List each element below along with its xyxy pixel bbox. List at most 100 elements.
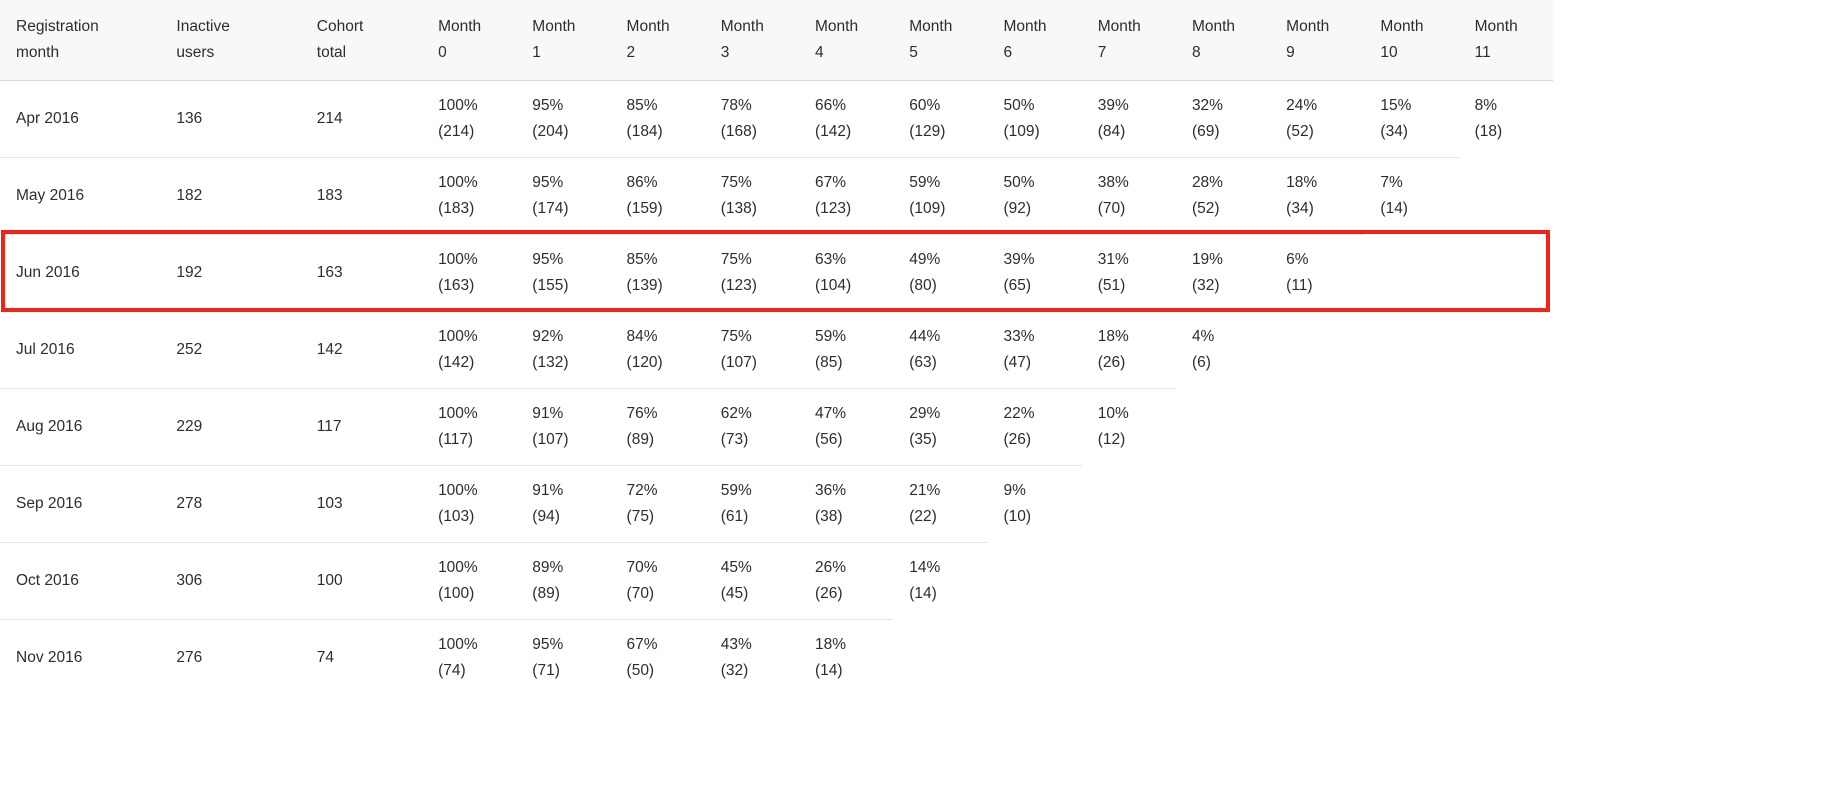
column-header-5: Month 2: [610, 0, 705, 81]
retention-count: (109): [1003, 123, 1040, 140]
table-row[interactable]: Aug 2016 229 117 100% (117) 91% (107) 76% (89) 62…: [0, 388, 1553, 466]
retention-cell-month-0: 100% (103): [422, 465, 517, 543]
table-row[interactable]: Nov 2016 276 74 100% (74) 95% (71) 67% (50) 43% (3…: [0, 619, 1553, 696]
retention-cell-month-2: 86% (159): [610, 157, 705, 235]
table-row[interactable]: Sep 2016 278 103 100% (103) 91% (94) 72% (75) 59%…: [0, 465, 1553, 543]
retention-percentage: 100%: [438, 559, 478, 576]
retention-count: (183): [438, 200, 475, 217]
retention-percentage: 76%: [626, 405, 658, 422]
retention-percentage: 91%: [532, 405, 564, 422]
retention-count: (132): [532, 354, 569, 371]
retention-count: (52): [1191, 200, 1220, 217]
retention-cell-month-0: 100% (117): [422, 388, 517, 466]
retention-count: (80): [909, 277, 937, 294]
retention-count: (34): [1286, 200, 1314, 217]
inactive-users-cell: 182: [160, 157, 301, 235]
retention-count: (32): [1191, 277, 1220, 294]
retention-count: (75): [626, 508, 655, 525]
retention-percentage: 49%: [909, 251, 941, 268]
retention-cell-month-7: 39% (84): [1082, 81, 1176, 158]
retention-count: (70): [626, 585, 655, 602]
retention-percentage: 36%: [815, 482, 847, 499]
retention-count: (163): [438, 277, 475, 294]
retention-percentage: 7%: [1380, 174, 1403, 192]
retention-cell-month-10: 15% (34): [1364, 81, 1458, 158]
retention-percentage: 72%: [626, 482, 658, 499]
inactive-users-cell: 252: [160, 311, 301, 389]
retention-count: (120): [626, 354, 663, 371]
retention-percentage: 39%: [1097, 97, 1129, 114]
retention-percentage: 89%: [532, 559, 564, 576]
retention-percentage: 6%: [1286, 251, 1309, 269]
retention-cell-month-9: 6% (11): [1270, 234, 1365, 312]
retention-count: (69): [1191, 123, 1220, 140]
retention-cell-month-4: 66% (142): [799, 81, 893, 158]
retention-cell-month-0: 100% (100): [422, 542, 517, 620]
registration-month-cell: Nov 2016: [0, 619, 161, 696]
retention-count: (26): [1003, 431, 1032, 448]
retention-cell-month-7: 38% (70): [1081, 157, 1176, 235]
table-row[interactable]: May 2016 182 183 100% (183) 95% (174) 86% (159) 7…: [0, 157, 1553, 235]
retention-cell-month-1: 95% (174): [516, 157, 611, 235]
retention-cell-month-3: 62% (73): [704, 388, 799, 466]
table-row[interactable]: Oct 2016 306 100 100% (100) 89% (89) 70% (70) 45%…: [0, 542, 1553, 620]
registration-month-cell: Apr 2016: [16, 110, 79, 127]
retention-count: (6): [1191, 354, 1211, 372]
column-header-4: Month 1: [516, 0, 611, 81]
retention-percentage: 63%: [815, 251, 847, 268]
column-header-3: Month 0: [422, 0, 517, 81]
retention-percentage: 60%: [909, 97, 941, 114]
registration-month-cell: Jul 2016: [0, 311, 161, 389]
retention-cell-month-3: 45% (45): [704, 542, 799, 620]
retention-count: (14): [909, 585, 937, 603]
retention-count: (11): [1286, 277, 1313, 295]
retention-count: (12): [1097, 431, 1126, 449]
retention-cell-month-2: 67% (50): [610, 619, 705, 696]
retention-cell-month-8: 19% (32): [1175, 234, 1271, 312]
registration-month-cell: May 2016: [0, 157, 161, 235]
retention-percentage: 43%: [720, 636, 752, 653]
retention-percentage: 78%: [720, 97, 752, 114]
retention-count: (123): [815, 200, 852, 217]
retention-count: (38): [815, 508, 843, 525]
table-row[interactable]: Jul 2016 252 142 100% (142) 92% (132) 84% (120) 7…: [0, 311, 1553, 389]
retention-percentage: 84%: [626, 328, 658, 345]
retention-count: (73): [720, 431, 749, 448]
retention-percentage: 92%: [532, 328, 564, 345]
inactive-users-cell: 229: [160, 388, 301, 466]
retention-cell-month-8: 28% (52): [1175, 157, 1271, 235]
retention-cell-month-3: 75% (123): [704, 234, 799, 312]
retention-percentage: 22%: [1003, 405, 1035, 422]
retention-count: (107): [720, 354, 757, 371]
retention-count: (10): [1003, 508, 1032, 526]
retention-cell-month-5: 59% (109): [893, 157, 988, 235]
column-header-9: Month 6: [987, 0, 1082, 81]
retention-percentage: 66%: [815, 97, 847, 114]
retention-cell-month-0: 100% (142): [422, 311, 517, 389]
retention-count: (139): [626, 277, 663, 294]
table-row[interactable]: Apr 2016 136 214 100% (214) 95% (204) 85% (184) 7…: [0, 81, 1553, 158]
retention-count: (103): [438, 508, 475, 525]
retention-count: (85): [815, 354, 843, 371]
table-row-highlighted[interactable]: Jun 2016 192 163 100% (163) 95% (155) 85% (139) 7…: [0, 234, 1553, 312]
cohort-total-cell: 74: [300, 619, 423, 696]
retention-percentage: 8%: [1474, 97, 1498, 115]
header-row: Registration month Inactive users Cohort t…: [0, 0, 1553, 81]
registration-month-cell: Sep 2016: [0, 465, 161, 543]
cohort-total-cell: 142: [300, 311, 423, 389]
retention-count: (26): [815, 585, 843, 602]
retention-cell-month-7: 10% (12): [1081, 388, 1176, 466]
retention-cell-month-2: 85% (139): [610, 234, 705, 312]
retention-cell-month-4: 36% (38): [799, 465, 894, 543]
retention-percentage: 4%: [1191, 328, 1215, 346]
retention-percentage: 50%: [1003, 97, 1035, 114]
retention-count: (14): [815, 662, 843, 679]
retention-cell-month-1: 91% (94): [516, 465, 611, 543]
retention-count: (129): [909, 123, 946, 140]
retention-percentage: 18%: [1286, 174, 1318, 191]
retention-percentage: 24%: [1286, 97, 1318, 114]
retention-percentage: 100%: [438, 636, 478, 653]
retention-cell-month-0: 100% (163): [422, 234, 517, 312]
retention-cell-month-6: 50% (109): [987, 81, 1081, 158]
